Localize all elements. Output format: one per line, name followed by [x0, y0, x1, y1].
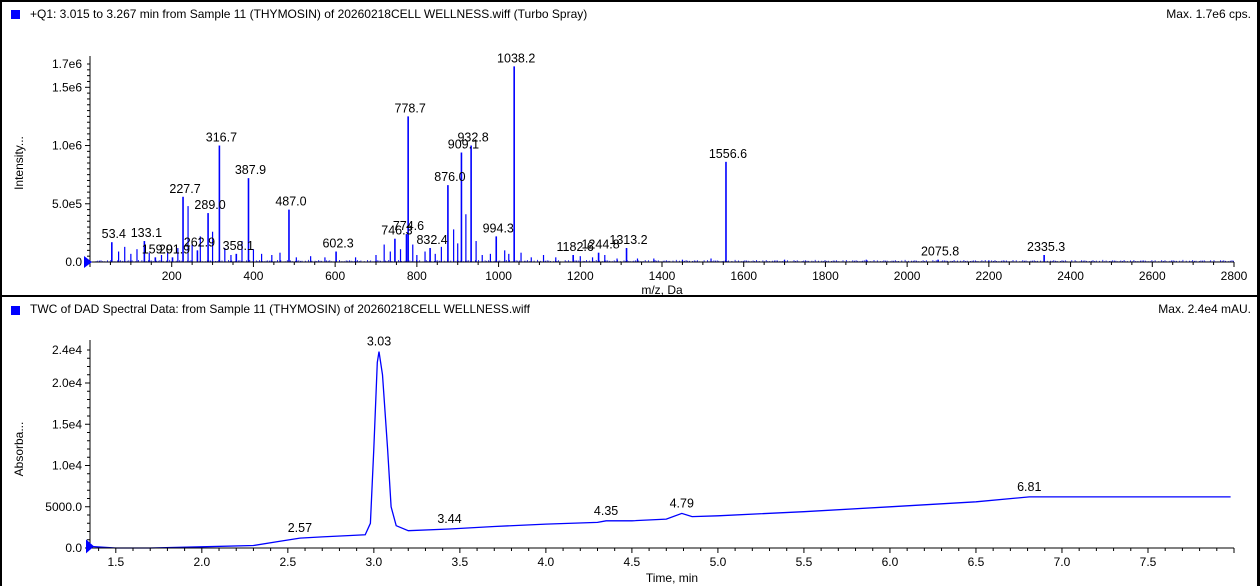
- dad-y-tick-label: 0.0: [65, 541, 82, 555]
- ms-y-tick-label: 1.0e6: [52, 139, 82, 153]
- ms-y-tick-label: 1.7e6: [52, 57, 82, 71]
- dad-x-tick-label: 4.0: [538, 555, 555, 569]
- ms-y-axis-label: Intensity...: [12, 136, 26, 190]
- ms-peak-label: 2075.8: [921, 245, 959, 259]
- dad-legend-marker: [11, 306, 20, 315]
- ms-peak-label: 1556.6: [709, 147, 747, 161]
- dad-y-tick-label: 1.0e4: [52, 459, 82, 473]
- ms-y-tick-label: 1.5e6: [52, 80, 82, 94]
- ms-x-tick-label: 1000: [485, 269, 512, 283]
- ms-y-tick-label: 5.0e5: [52, 197, 82, 211]
- ms-x-tick-label: 1400: [649, 269, 676, 283]
- ms-peak-label: 909.1: [448, 138, 479, 152]
- dad-x-tick-label: 2.0: [193, 555, 210, 569]
- ms-peak-label: 1244.8: [581, 238, 619, 252]
- ms-panel-title: +Q1: 3.015 to 3.267 min from Sample 11 (…: [30, 7, 588, 21]
- ms-x-tick-label: 200: [162, 269, 182, 283]
- ms-peak-label: 262.9: [184, 235, 215, 249]
- ms-peak-label: 932.8: [457, 131, 488, 145]
- ms-peak-label: 358.1: [223, 239, 254, 253]
- ms-x-tick-label: 1800: [812, 269, 839, 283]
- ms-peak-label: 133.1: [131, 226, 162, 240]
- dad-chromatogram-plot: 2.57 3.03 3.44 4.35 4.79 6.81 1.5 2.0 2.5 3.0 3.5 4…: [12, 335, 1235, 585]
- ms-x-tick-label: 1200: [567, 269, 594, 283]
- ms-x-tick-label: 1600: [730, 269, 757, 283]
- dad-x-tick-label: 1.5: [107, 555, 124, 569]
- dad-panel-title: TWC of DAD Spectral Data: from Sample 11…: [30, 302, 530, 316]
- dad-x-tick-label: 5.5: [796, 555, 813, 569]
- ms-panel-max: Max. 1.7e6 cps.: [1166, 7, 1251, 21]
- ms-peak-label: 994.3: [483, 221, 514, 235]
- ms-peak-label: 1182.6: [557, 240, 594, 254]
- ms-x-tick-label: 800: [407, 269, 427, 283]
- ms-x-axis-label: m/z, Da: [641, 283, 683, 297]
- dad-x-tick-label: 3.0: [366, 555, 383, 569]
- ms-y-tick-label: 0.0: [65, 255, 82, 269]
- dad-y-tick-label: 5000.0: [45, 500, 82, 514]
- dad-x-axis-label: Time, min: [646, 571, 698, 585]
- dad-peak-label: 4.79: [670, 496, 694, 510]
- ms-x-tick-label: 2200: [976, 269, 1003, 283]
- dad-y-tick-label: 2.0e4: [52, 376, 82, 390]
- dad-peak-label: 4.35: [594, 504, 618, 518]
- dad-peak-label: 3.03: [367, 335, 391, 349]
- dad-y-axis-label: Absorba...: [12, 422, 26, 477]
- dad-x-tick-label: 7.5: [1140, 555, 1157, 569]
- ms-x-tick-label: 2000: [894, 269, 921, 283]
- ms-peak-label: 227.7: [169, 182, 200, 196]
- dad-peak-label: 3.44: [437, 512, 461, 526]
- ms-x-tick-label: 600: [325, 269, 345, 283]
- ms-peak-label: 774.6: [393, 219, 424, 233]
- ms-x-tick-label: 400: [243, 269, 263, 283]
- ms-peak-label: 1313.2: [609, 233, 647, 247]
- ms-peak-label: 746.3: [381, 224, 412, 238]
- dad-x-tick-label: 6.0: [882, 555, 899, 569]
- ms-peak-label: 876.0: [434, 170, 465, 184]
- ms-x-tick-label: 2400: [1057, 269, 1084, 283]
- ms-peak-label: 316.7: [206, 131, 237, 145]
- ms-peak-label: 832.4: [416, 233, 447, 247]
- dad-y-tick-label: 2.4e4: [52, 343, 82, 357]
- dad-x-tick-label: 2.5: [279, 555, 296, 569]
- dad-origin-marker: [86, 539, 94, 554]
- ms-peak-label: 159.9: [142, 242, 173, 256]
- ms-peak-label: 201.9: [159, 242, 190, 256]
- dad-x-tick-label: 5.0: [710, 555, 727, 569]
- dad-trace-line: [89, 351, 1231, 549]
- dad-x-tick-label: 6.5: [968, 555, 985, 569]
- dad-x-tick-label: 4.5: [624, 555, 641, 569]
- ms-x-tick-label: 2800: [1221, 269, 1248, 283]
- ms-legend-marker: [11, 10, 20, 19]
- ms-peak-label: 2335.3: [1027, 240, 1065, 254]
- ms-peak-label: 602.3: [322, 237, 353, 251]
- dad-x-tick-label: 7.0: [1054, 555, 1071, 569]
- ms-peak-label: 1038.2: [497, 51, 535, 65]
- ms-peak-label: 487.0: [275, 195, 306, 209]
- ms-peak-label: 778.7: [395, 101, 426, 115]
- dad-panel-max: Max. 2.4e4 mAU.: [1158, 302, 1251, 316]
- ms-x-tick-label: 2600: [1139, 269, 1166, 283]
- dad-peak-label: 6.81: [1017, 480, 1041, 494]
- ms-peak-label: 53.4: [102, 227, 126, 241]
- ms-peak-label: 289.0: [194, 198, 225, 212]
- dad-peak-label: 2.57: [288, 521, 312, 535]
- ms-peak-label: 387.9: [235, 163, 266, 177]
- ms-origin-marker: [84, 256, 92, 268]
- dad-y-tick-label: 1.5e4: [52, 417, 82, 431]
- dad-x-tick-label: 3.5: [452, 555, 469, 569]
